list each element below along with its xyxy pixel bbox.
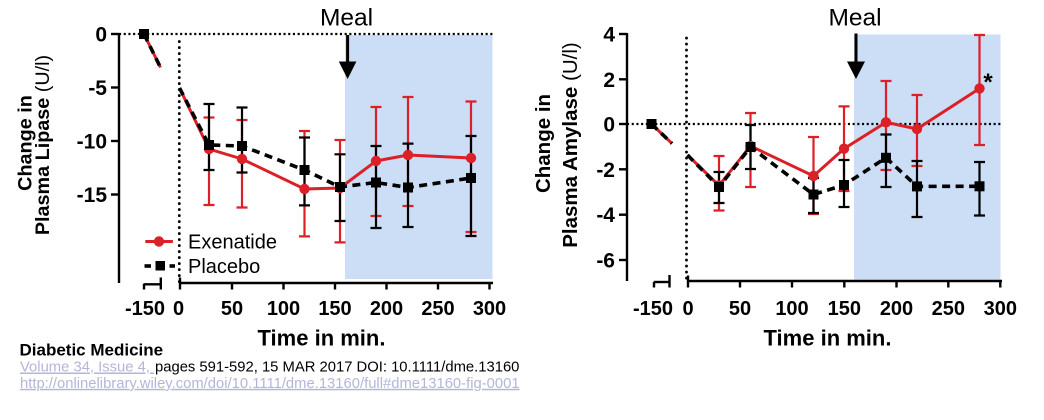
svg-text:Plasma Lipase (U/l): Plasma Lipase (U/l) (32, 55, 54, 235)
svg-text:Exenatide: Exenatide (188, 232, 277, 254)
svg-text:Volume 34, Issue 4,: Volume 34, Issue 4, (20, 360, 154, 376)
svg-text:300: 300 (473, 298, 506, 320)
svg-text:100: 100 (267, 298, 300, 320)
svg-text:Meal: Meal (320, 5, 373, 32)
svg-text:250: 250 (421, 298, 454, 320)
svg-text:-15: -15 (77, 184, 108, 207)
svg-text:Change in: Change in (15, 95, 37, 191)
svg-text:0: 0 (173, 298, 184, 320)
svg-text:Meal: Meal (828, 5, 881, 32)
svg-text:Placebo: Placebo (188, 256, 260, 278)
svg-text:Plasma Amylase (U/l): Plasma Amylase (U/l) (559, 42, 582, 247)
svg-text:0: 0 (95, 24, 107, 47)
svg-text:250: 250 (932, 298, 965, 320)
svg-text:pages 591-592, 15 MAR 2017 DOI: pages 591-592, 15 MAR 2017 DOI: 10.1111/… (155, 360, 519, 376)
svg-text:Time in min.: Time in min. (258, 326, 386, 351)
svg-text:150: 150 (828, 298, 861, 320)
svg-text:-2: -2 (596, 159, 615, 182)
svg-text:-5: -5 (88, 77, 107, 100)
svg-text:-4: -4 (596, 204, 615, 227)
svg-text:-6: -6 (596, 250, 615, 273)
svg-text:4: 4 (603, 24, 615, 47)
svg-text:Time in min.: Time in min. (764, 326, 892, 351)
svg-text:2: 2 (603, 69, 615, 92)
svg-text:-10: -10 (77, 131, 107, 154)
svg-text:http://onlinelibrary.wiley.com: http://onlinelibrary.wiley.com/doi/10.11… (20, 376, 520, 392)
svg-text:200: 200 (370, 298, 403, 320)
svg-text:Diabetic Medicine: Diabetic Medicine (20, 341, 164, 360)
svg-text:100: 100 (775, 298, 808, 320)
svg-text:50: 50 (221, 298, 243, 320)
svg-text:Change in: Change in (532, 94, 555, 193)
svg-text:200: 200 (880, 298, 913, 320)
svg-text:50: 50 (729, 298, 751, 320)
svg-text:*: * (983, 69, 993, 96)
svg-text:-150: -150 (633, 298, 673, 320)
svg-text:-150: -150 (125, 298, 165, 320)
svg-text:300: 300 (984, 298, 1017, 320)
svg-text:150: 150 (318, 298, 351, 320)
svg-text:0: 0 (603, 114, 615, 137)
svg-text:0: 0 (682, 298, 693, 320)
